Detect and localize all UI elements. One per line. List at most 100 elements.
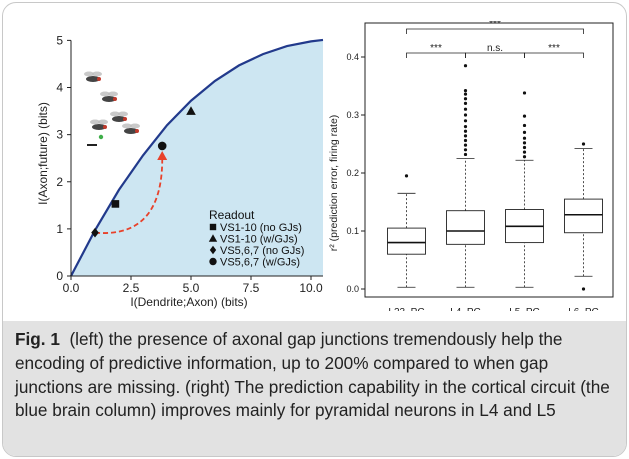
x-tick-label: 10.0 [299,281,323,295]
outlier-point [463,107,468,111]
fly-body [112,116,126,122]
data-point-circle [157,141,167,151]
caption-band: Fig. 1 (left) the presence of axonal gap… [3,321,626,456]
fly-body [92,124,106,130]
outlier-point [522,141,527,145]
outlier-point [463,119,468,123]
fly-eye [123,117,127,121]
outlier-point [522,91,527,95]
x-tick-label: L5_PC [509,307,540,311]
box-L6_PC [564,142,603,291]
y-tick-label: 2 [56,175,63,189]
fly-wing [98,119,108,125]
y-tick-label: 0 [56,269,63,283]
outlier-point [463,89,468,93]
outlier-point [463,97,468,101]
fly-eye [135,129,139,133]
legend-marker-diamond [209,245,217,255]
outlier-point [463,125,468,129]
outlier-point [522,155,527,159]
outlier-point [522,150,527,154]
fly-body [124,128,138,134]
outlier-point [463,138,468,143]
improvement-arrow [94,153,164,234]
legend-marker-triangle [208,234,218,242]
outlier-point [522,136,527,140]
outlier-point [463,143,468,147]
y-tick-label: 1 [56,222,63,236]
significance-label: n.s. [487,43,503,54]
x-axis-label: I(Dendrite;Axon) (bits) [130,295,247,309]
outlier-point [522,123,527,128]
fly-wing [118,111,128,117]
x-tick-label: L23_PC [388,307,424,311]
fly-icon-3 [110,111,128,122]
fly-body [86,76,100,82]
y-tick-label: 3 [56,128,63,142]
outlier-point [463,129,468,133]
box-iqr [387,227,426,255]
data-point-triangle [186,106,196,115]
fly-body [102,96,116,102]
significance-bracket [406,28,584,34]
fly-wing [108,91,118,97]
fly-wing [90,119,100,125]
significance-label: *** [430,43,442,54]
outlier-point [404,174,409,178]
outlier-point [522,114,527,118]
significance-bracket [524,52,584,58]
x-tick-label: 0.0 [63,281,80,295]
legend-entry: VS1-10 (w/GJs) [220,234,298,246]
outlier-point [463,134,468,138]
y-tick-label: 0.1 [346,226,359,236]
legend-marker-square [209,223,217,231]
fly-eye [97,77,101,81]
outlier-point [463,101,468,105]
fly-wing [110,111,120,117]
outlier-point [463,148,468,152]
outlier-point [463,152,468,157]
fly-icon-4 [122,123,140,134]
fly-icon-1 [84,71,102,82]
curve-fill-area [71,39,323,277]
box-iqr [564,198,603,234]
box-iqr [446,210,485,245]
x-tick-label: 2.5 [123,281,140,295]
outlier-point [581,287,586,291]
y-tick-label: 0.3 [346,110,359,120]
fly-wing [130,123,140,129]
fly-wing [100,91,110,97]
y-tick-label: 0.0 [346,284,359,294]
y-tick-label: 5 [56,33,63,47]
fly-wing [84,71,94,77]
improvement-arrowhead [157,150,168,160]
plot-frame [364,22,614,298]
fly-eye [113,97,117,101]
legend-marker-circle [209,257,217,266]
fly-icon-5 [90,119,108,130]
x-tick-label: L6_PC [568,307,599,311]
caption-text: (left) the presence of axonal gap juncti… [15,329,610,421]
legend-entry: VS5,6,7 (no GJs) [220,245,304,257]
data-point-square [111,200,120,208]
y-axis-label: r² (prediction error, firing rate) [328,115,340,252]
outlier-point [522,145,527,150]
outlier-point [463,64,468,68]
outlier-point [522,130,527,134]
significance-label: *** [548,43,560,54]
y-tick-label: 4 [56,81,63,95]
curve-line [70,38,324,277]
fly-wing [122,123,132,129]
y-tick-label: 0.4 [346,52,359,62]
outlier-point [581,142,586,146]
data-point-diamond [91,227,99,238]
left-chart: 0.0 2.5 5.0 7.5 10.0 0 1 2 3 4 5 I(Dendrite;Axon) (… [36,33,324,309]
x-tick-label: 5.0 [183,281,200,295]
significance-label: *** [489,21,501,30]
box-L23_PC [387,174,426,288]
legend-entry: VS5,6,7 (w/GJs) [220,257,300,269]
y-tick-label: 0.2 [346,168,359,178]
box-L5_PC [505,91,544,288]
